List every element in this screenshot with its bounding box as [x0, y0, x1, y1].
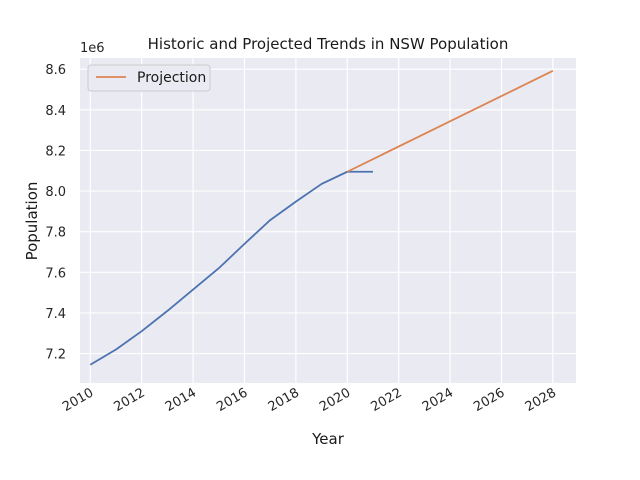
- x-tick-label: 2012: [112, 385, 148, 415]
- projection-series-line: [346, 69, 554, 173]
- y-tick-labels: 7.2 7.4 7.6 7.8 8.0 8.2 8.4 8.6: [45, 63, 66, 362]
- y-tick-label: 7.2: [45, 348, 66, 363]
- x-axis-label: Year: [311, 430, 345, 448]
- chart-title: Historic and Projected Trends in NSW Pop…: [148, 35, 509, 53]
- x-tick-label: 2018: [266, 385, 302, 415]
- y-tick-label: 7.8: [45, 226, 66, 241]
- historic-series-line: [89, 170, 373, 366]
- x-tick-labels: 2010 2012 2014 2016 2018 2020 2022 2024 2026 2028: [60, 385, 559, 415]
- y-axis-label: Population: [23, 182, 41, 261]
- x-tick-label: 2014: [163, 385, 199, 415]
- legend: Projection: [87, 64, 211, 92]
- y-tick-label: 8.6: [45, 63, 66, 78]
- y-tick-label: 7.6: [45, 266, 66, 281]
- plot-background: [80, 58, 576, 383]
- x-tick-label: 2016: [214, 385, 250, 415]
- y-tick-label: 7.4: [45, 307, 66, 322]
- x-tick-label: 2026: [471, 385, 507, 415]
- x-tick-label: 2028: [523, 385, 559, 415]
- x-tick-label: 2024: [420, 385, 456, 415]
- x-tick-label: 2022: [369, 385, 405, 415]
- x-tick-label: 2020: [317, 385, 353, 415]
- legend-box: [87, 64, 211, 92]
- x-tick-label: 2010: [60, 385, 96, 415]
- y-tick-label: 8.0: [45, 185, 66, 200]
- x-gridlines: [89, 58, 554, 383]
- legend-label-projection: Projection: [137, 70, 206, 86]
- y-tick-label: 8.4: [45, 104, 66, 119]
- series-layer: [89, 69, 554, 366]
- y-tick-label: 8.2: [45, 144, 66, 159]
- y-offset-label: 1e6: [80, 41, 105, 56]
